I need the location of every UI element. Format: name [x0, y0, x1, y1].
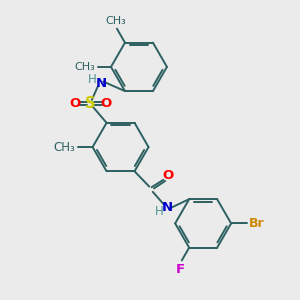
- Text: CH₃: CH₃: [74, 62, 95, 72]
- Text: Br: Br: [249, 217, 264, 230]
- Text: O: O: [69, 97, 81, 110]
- Text: N: N: [96, 76, 107, 90]
- Text: O: O: [162, 169, 173, 182]
- Text: CH₃: CH₃: [105, 16, 126, 26]
- Text: H: H: [155, 205, 164, 218]
- Text: CH₃: CH₃: [53, 141, 75, 154]
- Text: F: F: [176, 263, 185, 276]
- Text: N: N: [162, 201, 173, 214]
- Text: O: O: [100, 97, 111, 110]
- Text: H: H: [88, 73, 97, 86]
- Text: S: S: [85, 96, 96, 111]
